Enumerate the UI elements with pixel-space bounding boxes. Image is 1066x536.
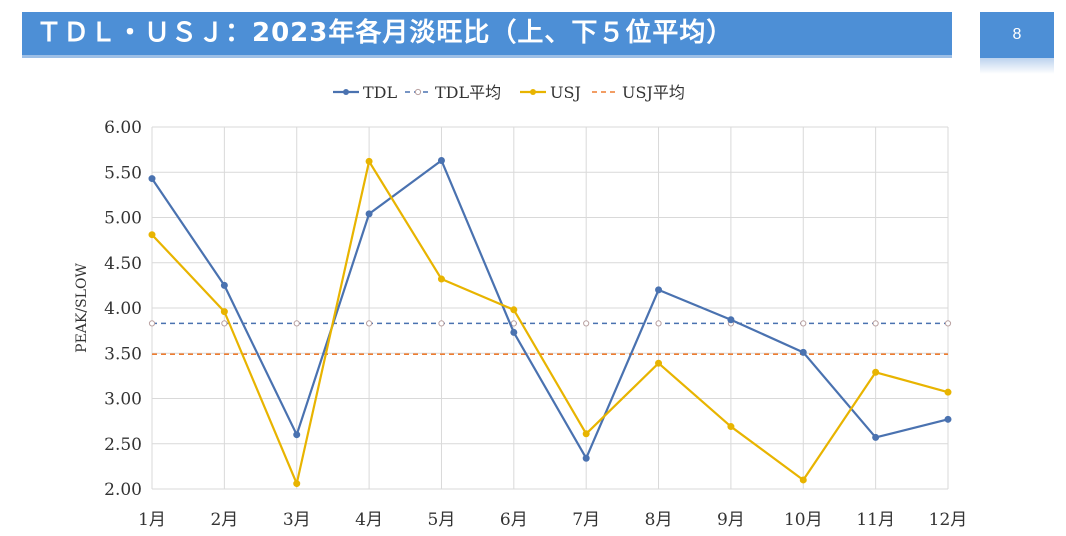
data-point <box>872 368 880 376</box>
data-point <box>365 210 373 218</box>
series-line-tdl <box>151 159 949 460</box>
y-tick-label: 5.50 <box>104 163 142 183</box>
y-tick-label: 3.50 <box>104 344 142 364</box>
series-line-usj <box>151 160 949 485</box>
avg-point <box>800 320 807 327</box>
data-point <box>148 175 156 183</box>
data-point <box>293 480 301 488</box>
avg-point <box>148 320 156 327</box>
y-tick-label: 5.00 <box>104 209 142 229</box>
y-tick-label: 2.00 <box>104 480 142 500</box>
y-tick-label: 3.00 <box>104 390 142 410</box>
x-axis-ticks: 1月 2月 3月 4月 5月 6月 7月 8月 9月 10月 11月 12月 <box>138 510 967 530</box>
y-tick-label: 2.50 <box>104 435 142 455</box>
x-tick-label: 11月 <box>856 510 895 530</box>
x-tick-label: 5月 <box>428 510 456 530</box>
legend-marker <box>343 89 349 95</box>
data-point <box>293 431 301 439</box>
data-point <box>944 388 952 396</box>
legend: TDL TDL平均 USJ USJ平均 <box>333 83 685 102</box>
x-tick-label: 7月 <box>572 510 600 530</box>
x-tick-label: 3月 <box>283 510 311 530</box>
data-point <box>727 423 735 431</box>
page-number-shade <box>980 58 1054 74</box>
data-point <box>582 430 590 438</box>
y-axis-ticks: 2.00 2.50 3.00 3.50 4.00 4.50 5.00 5.50 6.00 <box>104 118 142 500</box>
avg-point <box>872 320 879 327</box>
data-point <box>365 157 373 165</box>
data-point <box>437 156 445 164</box>
avg-point <box>583 320 590 327</box>
grid <box>151 126 949 490</box>
slide-title: ＴＤＬ・ＵＳＪ：2023年各月淡旺比（上、下５位平均） <box>36 18 734 48</box>
data-point <box>872 433 880 441</box>
x-tick-label: 4月 <box>355 510 383 530</box>
y-tick-label: 4.00 <box>104 299 142 319</box>
x-tick-label: 2月 <box>210 510 238 530</box>
legend-marker <box>414 88 422 96</box>
avg-point <box>293 320 300 327</box>
x-tick-label: 1月 <box>138 510 166 530</box>
x-tick-label: 12月 <box>929 510 968 530</box>
avg-point <box>944 320 952 327</box>
data-point <box>510 306 518 314</box>
avg-point <box>221 320 228 327</box>
legend-marker <box>530 89 536 95</box>
legend-label: TDL平均 <box>435 83 501 102</box>
title-bar: ＴＤＬ・ＵＳＪ：2023年各月淡旺比（上、下５位平均） <box>22 12 952 58</box>
data-point <box>582 454 590 462</box>
data-point <box>148 231 156 239</box>
legend-label: USJ平均 <box>622 83 685 102</box>
y-axis-title: PEAK/SLOW <box>74 263 90 353</box>
x-tick-label: 10月 <box>784 510 823 530</box>
data-point <box>437 275 445 283</box>
avg-point <box>438 320 445 327</box>
page-number-box: 8 <box>980 12 1054 58</box>
avg-point <box>655 320 662 327</box>
data-point <box>655 286 663 294</box>
y-tick-label: 6.00 <box>104 118 142 138</box>
data-point <box>655 359 663 367</box>
data-point <box>799 348 807 356</box>
x-tick-label: 9月 <box>717 510 745 530</box>
legend-label: TDL <box>363 83 398 102</box>
data-point <box>220 281 228 289</box>
data-point <box>799 476 807 484</box>
series-group <box>148 156 952 488</box>
legend-label: USJ <box>550 83 581 102</box>
data-point <box>944 415 952 423</box>
x-tick-label: 6月 <box>500 510 528 530</box>
page-number: 8 <box>1012 26 1022 43</box>
data-point <box>727 316 735 324</box>
avg-point <box>510 320 517 327</box>
data-point <box>510 328 518 336</box>
data-point <box>220 308 228 316</box>
avg-point <box>365 320 373 327</box>
y-tick-label: 4.50 <box>104 254 142 274</box>
x-tick-label: 8月 <box>645 510 673 530</box>
